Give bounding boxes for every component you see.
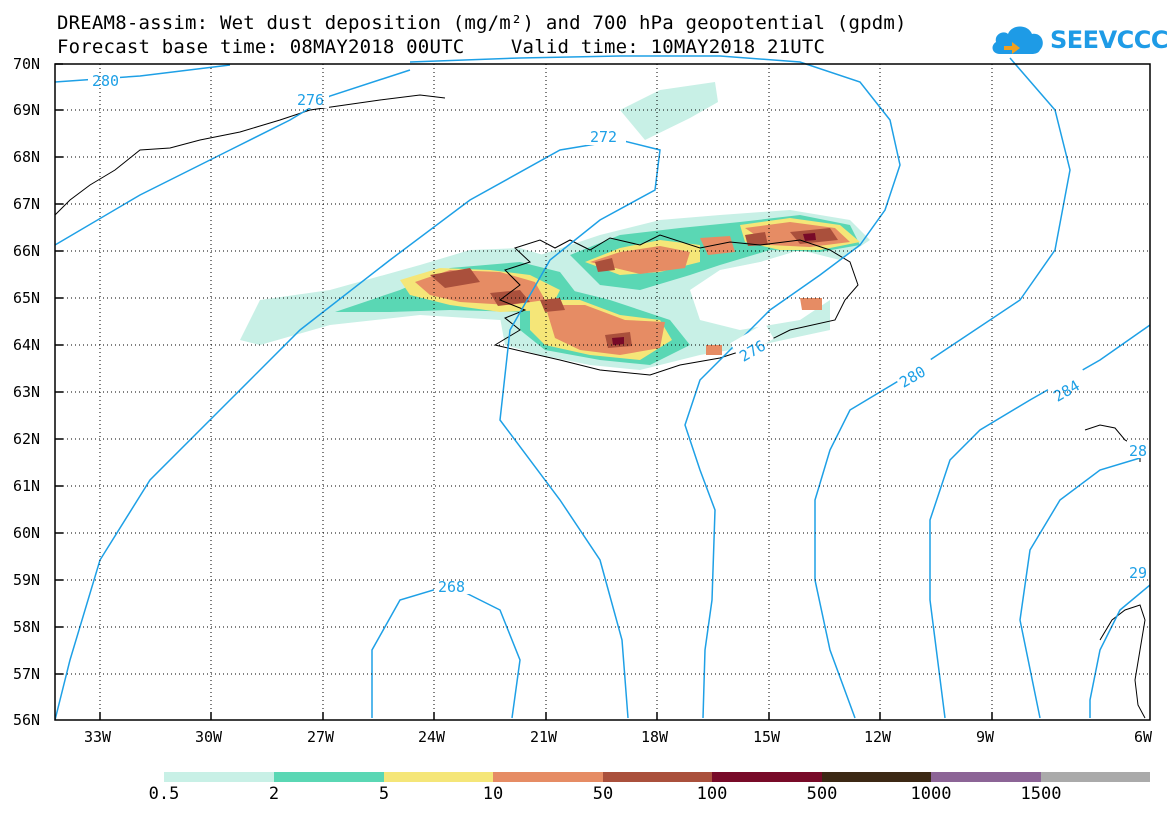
lon-label: 21W (530, 728, 558, 746)
gridlines (55, 64, 1150, 720)
lon-label: 24W (418, 728, 446, 746)
cloud-logo-icon (992, 26, 1043, 54)
lat-label: 66N (13, 242, 40, 260)
lat-label: 58N (13, 618, 40, 636)
colorbar-swatch (712, 772, 822, 782)
colorbar-label: 100 (696, 784, 728, 804)
lat-label: 62N (13, 430, 40, 448)
lon-label: 12W (864, 728, 892, 746)
lon-label: 9W (976, 728, 995, 746)
lat-label: 61N (13, 477, 40, 495)
colorbar-swatch (931, 772, 1041, 782)
title-line-2: Forecast base time: 08MAY2018 00UTC Vali… (57, 36, 826, 58)
colorbar-label: 10 (482, 784, 504, 804)
lon-label: 27W (307, 728, 335, 746)
contour-label: 29 (1129, 564, 1147, 582)
lat-label: 56N (13, 711, 40, 729)
contour-label: 268 (438, 578, 465, 596)
lat-label: 67N (13, 195, 40, 213)
lon-label: 6W (1134, 728, 1153, 746)
lon-label: 18W (641, 728, 669, 746)
axis-ticks (55, 63, 993, 720)
lat-label: 59N (13, 571, 40, 589)
contour-label: 276 (297, 91, 324, 109)
lat-label: 60N (13, 524, 40, 542)
contour-label: 280 (92, 72, 119, 90)
lat-label: 70N (13, 55, 40, 73)
colorbar-label: 0.5 (148, 784, 180, 804)
contour-label: 28 (1129, 442, 1147, 460)
colorbar-swatch (274, 772, 384, 782)
longitude-labels: 33W 30W 27W 24W 21W 18W 15W 12W 9W 6W (84, 728, 1153, 746)
colorbar-label: 50 (592, 784, 614, 804)
geopotential-contours (54, 55, 1151, 721)
lon-label: 15W (753, 728, 781, 746)
latitude-labels: 70N 69N 68N 67N 66N 65N 64N 63N 62N 61N … (13, 55, 40, 729)
colorbar-label: 5 (378, 784, 390, 804)
contour-label-group: 280 276 272 276 280 284 28 268 29 (88, 72, 1149, 596)
colorbar-label: 500 (806, 784, 838, 804)
lat-label: 57N (13, 665, 40, 683)
colorbar-swatch (822, 772, 931, 782)
colorbar-label: 1500 (1020, 784, 1062, 804)
colorbar-label: 1000 (910, 784, 952, 804)
lon-label: 30W (195, 728, 223, 746)
colorbar-swatch (1041, 772, 1150, 782)
lat-label: 68N (13, 148, 40, 166)
lon-label: 33W (84, 728, 112, 746)
coastline (54, 94, 1146, 719)
colorbar-swatch (164, 772, 274, 782)
title-line-1: DREAM8-assim: Wet dust deposition (mg/m²… (57, 12, 907, 34)
dust-shading (240, 82, 870, 370)
colorbar-label: 2 (268, 784, 280, 804)
colorbar-swatch (603, 772, 712, 782)
colorbar-swatch (493, 772, 603, 782)
contour-label: 272 (590, 128, 617, 146)
lat-label: 64N (13, 336, 40, 354)
lat-label: 63N (13, 383, 40, 401)
lat-label: 69N (13, 101, 40, 119)
colorbar-swatch (384, 772, 493, 782)
lat-label: 65N (13, 289, 40, 307)
logo-text: SEEVCCC (1050, 26, 1169, 54)
